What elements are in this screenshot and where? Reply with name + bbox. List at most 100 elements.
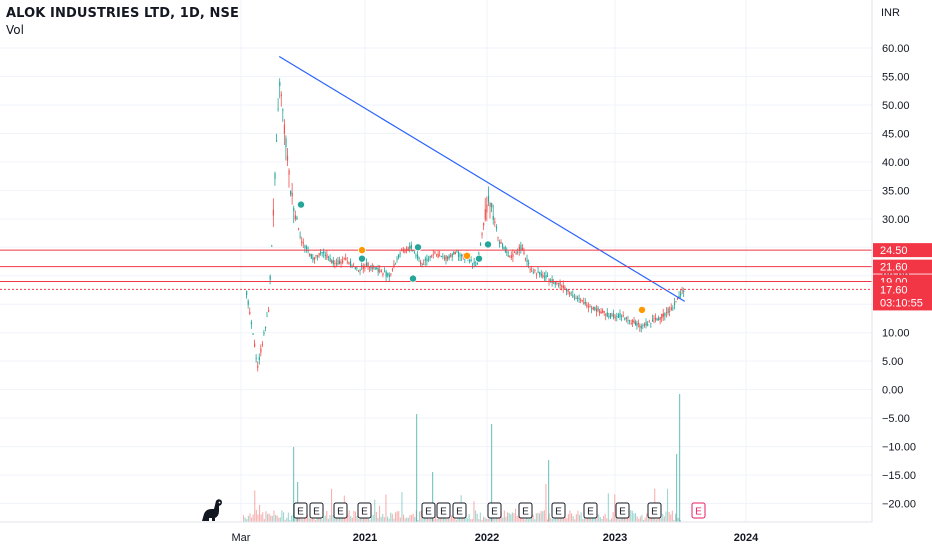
earnings-label: E [440, 507, 447, 518]
candle-body [606, 312, 608, 317]
volume-bar [620, 517, 622, 522]
volume-bar [540, 510, 542, 522]
volume-bar [281, 510, 283, 522]
volume-bar [414, 516, 416, 522]
candle-body [602, 310, 604, 314]
candle-body [432, 254, 434, 256]
earnings-box [436, 502, 451, 519]
candle-body [326, 254, 328, 259]
candle-body [377, 268, 379, 273]
candle-body [515, 252, 517, 254]
candle-body [597, 307, 599, 312]
price-candles [246, 78, 685, 372]
candle-body [535, 274, 538, 275]
candle-body [636, 323, 638, 326]
candle-body [665, 312, 668, 313]
volume-bar [265, 511, 267, 522]
volume-bar [395, 512, 397, 522]
volume-bar [361, 516, 363, 522]
candle-body [373, 266, 375, 268]
candle-body [625, 317, 628, 319]
candle-body [457, 252, 460, 257]
earnings-marker-past: E [333, 502, 348, 519]
candle-body [534, 269, 536, 271]
price-tick-label: −10.00 [882, 442, 916, 454]
candle-body [407, 247, 409, 251]
candle-body [661, 313, 663, 319]
candle-body [346, 261, 348, 263]
volume-bar [321, 519, 323, 522]
volume-bar [347, 514, 349, 522]
volume-bar [294, 515, 296, 522]
candle-body [523, 251, 525, 254]
volume-bar [326, 510, 328, 522]
price-tick-label: −15.00 [882, 470, 916, 482]
candle-body [470, 259, 472, 261]
volume-bar [291, 515, 293, 522]
candle-body [642, 325, 644, 327]
candle-body [559, 282, 561, 286]
candle-body [617, 314, 620, 318]
volume-bar [641, 514, 643, 522]
volume-bar [551, 518, 553, 522]
earnings-label: E [361, 507, 368, 518]
candle-body [543, 276, 546, 278]
candle-body [589, 306, 591, 308]
candle-body [624, 317, 626, 320]
candle-body [376, 268, 378, 269]
candle-body [453, 251, 455, 255]
candle-body [361, 265, 363, 266]
candle-body [632, 320, 634, 323]
earnings-label: E [651, 507, 658, 518]
candle-body [348, 262, 350, 265]
volume-bar [486, 518, 488, 522]
volume-indicator-label[interactable]: Vol [6, 23, 24, 37]
candle-body [390, 273, 392, 275]
symbol-title[interactable]: ALOK INDUSTRIES LTD, 1D, NSE [6, 6, 239, 21]
volume-bar [567, 514, 569, 522]
candle-body [396, 258, 398, 260]
candle-body [506, 251, 508, 253]
candle-body [643, 323, 646, 326]
candle-body [456, 251, 458, 253]
candle-body [634, 322, 637, 326]
candle-body [573, 297, 576, 299]
volume-bar [435, 516, 437, 522]
volume-bar [377, 517, 379, 522]
volume-bar [447, 517, 449, 522]
volume-bar [390, 512, 392, 522]
volume-bar [401, 492, 403, 522]
volume-bar [286, 517, 288, 522]
candle-body [630, 322, 632, 324]
price-tick-label: 0.00 [882, 385, 903, 397]
candle-body [683, 290, 685, 292]
candle-body [416, 254, 419, 258]
volume-bar [601, 519, 603, 522]
candle-body [499, 242, 501, 244]
volume-bar [579, 514, 581, 522]
candle-body [439, 255, 441, 257]
candle-body [356, 267, 358, 269]
level-1-label-bg [873, 243, 932, 258]
candle-body [429, 255, 431, 258]
volume-bar [507, 512, 509, 522]
volume-bar [259, 504, 261, 522]
candle-body [459, 255, 461, 257]
volume-bar [393, 518, 395, 522]
volume-bar [646, 513, 648, 522]
candle-body [285, 138, 287, 148]
candle-body [391, 269, 394, 271]
candle-body [486, 204, 488, 213]
volume-bar [430, 517, 432, 522]
earnings-label: E [425, 507, 432, 518]
candle-body [616, 316, 618, 318]
volume-bar [487, 519, 489, 522]
volume-bar [574, 519, 576, 522]
candle-body [567, 289, 569, 293]
volume-bar [556, 518, 558, 522]
volume-bar [262, 512, 264, 522]
time-tick-label: 2022 [475, 532, 499, 544]
volume-bar [607, 493, 609, 522]
candle-body [584, 301, 586, 304]
